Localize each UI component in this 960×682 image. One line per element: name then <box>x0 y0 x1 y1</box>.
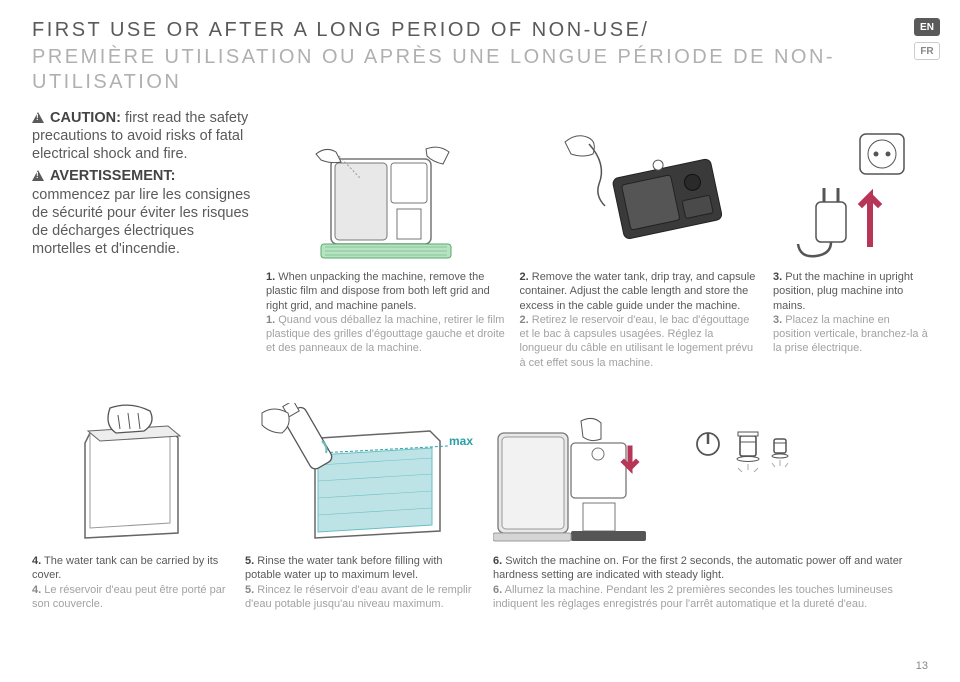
language-badges: EN FR <box>914 18 940 66</box>
row-2: 4. The water tank can be carried by its … <box>32 398 928 611</box>
step-6: 6. Switch the machine on. For the first … <box>493 398 928 611</box>
step-3-text: 3. Put the machine in upright position, … <box>773 270 928 356</box>
step1-num-en: 1. <box>266 271 275 283</box>
step-5: max 5. Rinse the water tank before filli… <box>245 398 475 611</box>
step5-fr: Rincez le réservoir d'eau avant de le re… <box>245 584 472 610</box>
step2-num-fr: 2. <box>520 314 529 326</box>
step3-fr: Placez la machine en position verticale,… <box>773 314 928 355</box>
step5-en: Rinse the water tank before filling with… <box>245 555 443 581</box>
step2-en: Remove the water tank, drip tray, and ca… <box>520 271 756 312</box>
step-1-text: 1. When unpacking the machine, remove th… <box>266 270 506 356</box>
lang-en-badge: EN <box>914 18 940 36</box>
step4-num-fr: 4. <box>32 584 41 596</box>
page-title-fr: PREMIÈRE UTILISATION OU APRÈS UNE LONGUE… <box>32 45 928 95</box>
step-2-text: 2. Remove the water tank, drip tray, and… <box>520 270 760 370</box>
step6-fr: Allumez la machine. Pendant les 2 premiè… <box>493 584 893 610</box>
caution-fr: AVERTISSEMENT: commencez par lire les co… <box>32 167 252 258</box>
step5-num-fr: 5. <box>245 584 254 596</box>
step-4: 4. The water tank can be carried by its … <box>32 398 227 611</box>
step-6-text: 6. Switch the machine on. For the first … <box>493 554 928 611</box>
lang-fr-badge: FR <box>914 42 940 60</box>
caution-fr-text: commencez par lire les consignes de sécu… <box>32 187 250 257</box>
step1-fr: Quand vous déballez la machine, retirer … <box>266 314 505 355</box>
step-3-illustration <box>773 109 928 264</box>
step6-num-en: 6. <box>493 555 502 567</box>
step-5-text: 5. Rinse the water tank before filling w… <box>245 554 475 611</box>
step6-num-fr: 6. <box>493 584 502 596</box>
step2-fr: Retirez le reservoir d'eau, le bac d'égo… <box>520 314 754 369</box>
caution-fr-bold: AVERTISSEMENT: <box>50 168 175 184</box>
caution-en: CAUTION: first read the safety precautio… <box>32 109 252 163</box>
step3-en: Put the machine in upright position, plu… <box>773 271 913 312</box>
step3-num-fr: 3. <box>773 314 782 326</box>
step-2: 2. Remove the water tank, drip tray, and… <box>520 109 760 370</box>
step1-num-fr: 1. <box>266 314 275 326</box>
step5-num-en: 5. <box>245 555 254 567</box>
step1-en: When unpacking the machine, remove the p… <box>266 271 490 312</box>
warning-icon <box>32 112 44 123</box>
step4-fr: Le réservoir d'eau peut être porté par s… <box>32 584 226 610</box>
step-1-illustration <box>266 109 506 264</box>
step4-en: The water tank can be carried by its cov… <box>32 555 218 581</box>
step2-num-en: 2. <box>520 271 529 283</box>
caution-en-bold: CAUTION: <box>50 110 121 126</box>
page-title-en: FIRST USE OR AFTER A LONG PERIOD OF NON-… <box>32 18 928 43</box>
step-2-illustration <box>520 109 760 264</box>
row-1: CAUTION: first read the safety precautio… <box>32 109 928 370</box>
step-4-illustration <box>32 398 227 548</box>
page-number: 13 <box>916 660 928 672</box>
step-1: 1. When unpacking the machine, remove th… <box>266 109 506 370</box>
step-4-text: 4. The water tank can be carried by its … <box>32 554 227 611</box>
step-6-illustration <box>493 398 928 548</box>
step-3: 3. Put the machine in upright position, … <box>773 109 928 370</box>
step4-num-en: 4. <box>32 555 41 567</box>
step6-en: Switch the machine on. For the first 2 s… <box>493 555 902 581</box>
caution-column: CAUTION: first read the safety precautio… <box>32 109 252 370</box>
warning-icon <box>32 170 44 181</box>
step-5-illustration: max <box>245 398 475 548</box>
step3-num-en: 3. <box>773 271 782 283</box>
max-label: max <box>449 434 473 448</box>
